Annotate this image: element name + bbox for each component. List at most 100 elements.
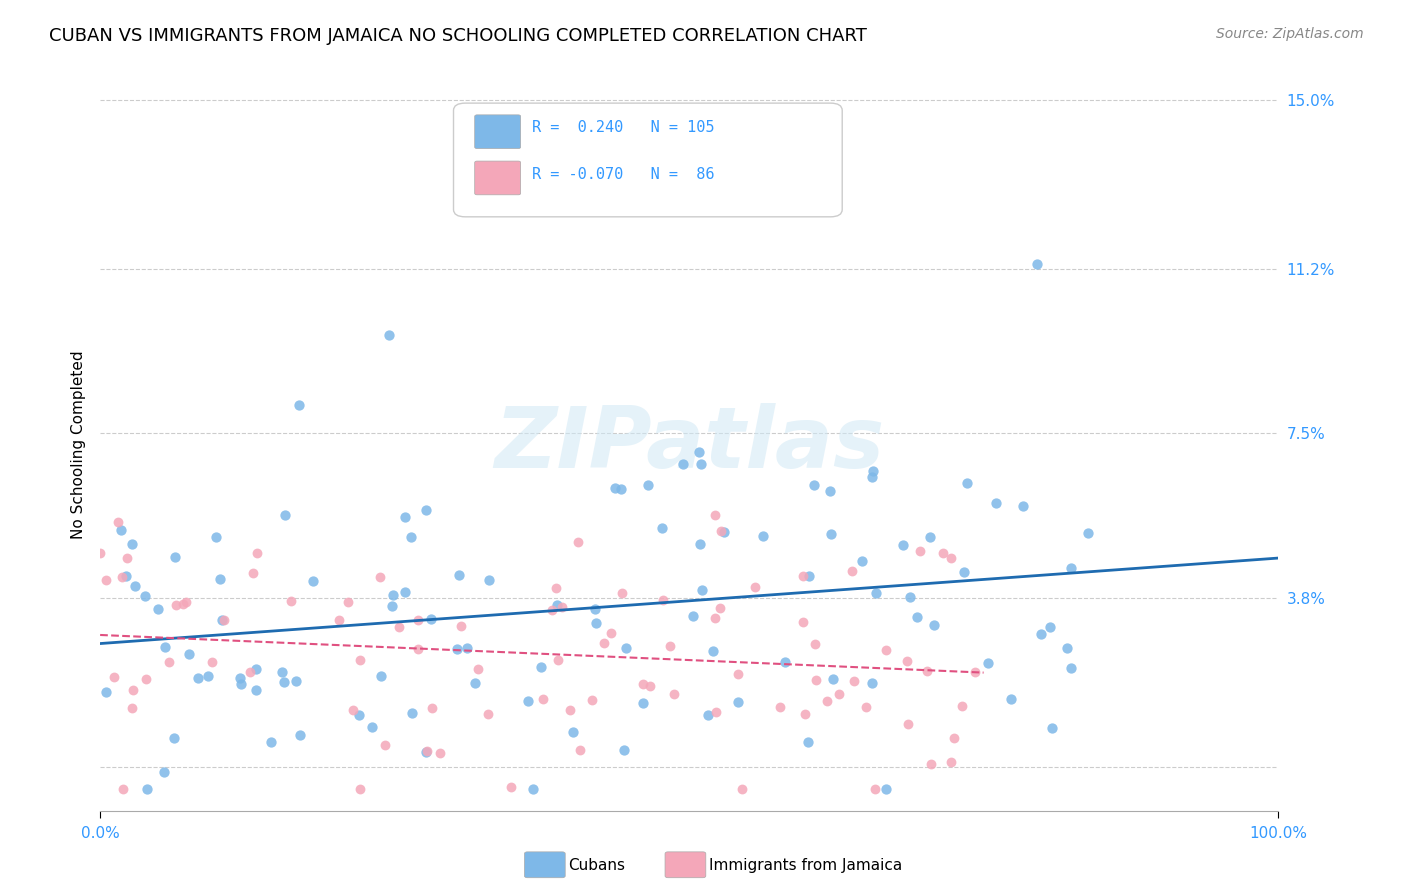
Point	[245, 662, 267, 676]
Point	[585, 615, 607, 630]
Point	[446, 641, 468, 656]
Point	[231, 677, 253, 691]
Point	[229, 671, 252, 685]
Point	[197, 669, 219, 683]
Point	[155, 640, 177, 654]
Point	[567, 534, 589, 549]
Point	[688, 445, 710, 459]
Point	[769, 700, 792, 714]
Point	[689, 536, 711, 550]
Point	[730, 781, 752, 796]
Point	[939, 550, 962, 565]
FancyBboxPatch shape	[475, 161, 520, 194]
Point	[651, 521, 673, 535]
Point	[464, 675, 486, 690]
Point	[797, 735, 820, 749]
Point	[159, 656, 181, 670]
Point	[842, 673, 865, 688]
Point	[792, 569, 814, 583]
Point	[1000, 691, 1022, 706]
Point	[328, 614, 350, 628]
Point	[920, 756, 942, 771]
Point	[752, 529, 775, 543]
Point	[875, 643, 897, 657]
Point	[550, 599, 572, 614]
Point	[932, 546, 955, 560]
Point	[637, 478, 659, 492]
Text: Source: ZipAtlas.com: Source: ZipAtlas.com	[1216, 27, 1364, 41]
Point	[94, 573, 117, 587]
Point	[1077, 526, 1099, 541]
Point	[301, 574, 323, 588]
Point	[103, 669, 125, 683]
Point	[456, 641, 478, 656]
Point	[915, 665, 938, 679]
Point	[860, 676, 883, 690]
Point	[841, 564, 863, 578]
Point	[522, 781, 544, 796]
Point	[1056, 640, 1078, 655]
Point	[709, 601, 731, 615]
Point	[910, 543, 932, 558]
Point	[941, 755, 963, 769]
Point	[401, 706, 423, 720]
FancyBboxPatch shape	[454, 103, 842, 217]
Point	[429, 746, 451, 760]
Point	[211, 613, 233, 627]
Point	[689, 457, 711, 471]
Point	[1040, 721, 1063, 735]
Point	[163, 549, 186, 564]
Point	[820, 527, 842, 541]
Point	[1039, 620, 1062, 634]
Point	[342, 702, 364, 716]
Point	[239, 665, 262, 679]
Point	[212, 613, 235, 627]
Point	[963, 665, 986, 679]
Point	[546, 582, 568, 596]
Point	[702, 643, 724, 657]
Point	[815, 693, 838, 707]
Point	[381, 599, 404, 613]
Text: CUBAN VS IMMIGRANTS FROM JAMAICA NO SCHOOLING COMPLETED CORRELATION CHART: CUBAN VS IMMIGRANTS FROM JAMAICA NO SCHO…	[49, 27, 868, 45]
Point	[245, 682, 267, 697]
Point	[121, 701, 143, 715]
Point	[360, 720, 382, 734]
Point	[177, 647, 200, 661]
Point	[652, 592, 675, 607]
Point	[610, 482, 633, 496]
Point	[450, 619, 472, 633]
Point	[697, 708, 720, 723]
Point	[349, 781, 371, 796]
Point	[122, 683, 145, 698]
Point	[727, 667, 749, 681]
Point	[89, 546, 111, 560]
Point	[152, 765, 174, 780]
Point	[415, 503, 437, 517]
Point	[111, 781, 134, 796]
Point	[135, 781, 157, 796]
Text: Immigrants from Jamaica: Immigrants from Jamaica	[709, 858, 901, 872]
Point	[1012, 499, 1035, 513]
Point	[581, 693, 603, 707]
Point	[977, 656, 1000, 670]
Point	[408, 641, 430, 656]
Point	[956, 475, 979, 490]
Point	[271, 665, 294, 679]
Point	[1060, 561, 1083, 575]
Point	[547, 653, 569, 667]
Point	[467, 661, 489, 675]
Point	[943, 731, 966, 745]
Point	[792, 615, 814, 629]
Point	[862, 464, 884, 478]
Point	[107, 515, 129, 529]
Text: ZIPatlas: ZIPatlas	[494, 403, 884, 486]
Point	[280, 594, 302, 608]
Text: R =  0.240   N = 105: R = 0.240 N = 105	[533, 120, 714, 135]
Point	[148, 602, 170, 616]
Point	[821, 672, 844, 686]
Point	[163, 731, 186, 745]
Point	[690, 582, 713, 597]
Point	[531, 692, 554, 706]
Point	[420, 612, 443, 626]
Point	[115, 550, 138, 565]
